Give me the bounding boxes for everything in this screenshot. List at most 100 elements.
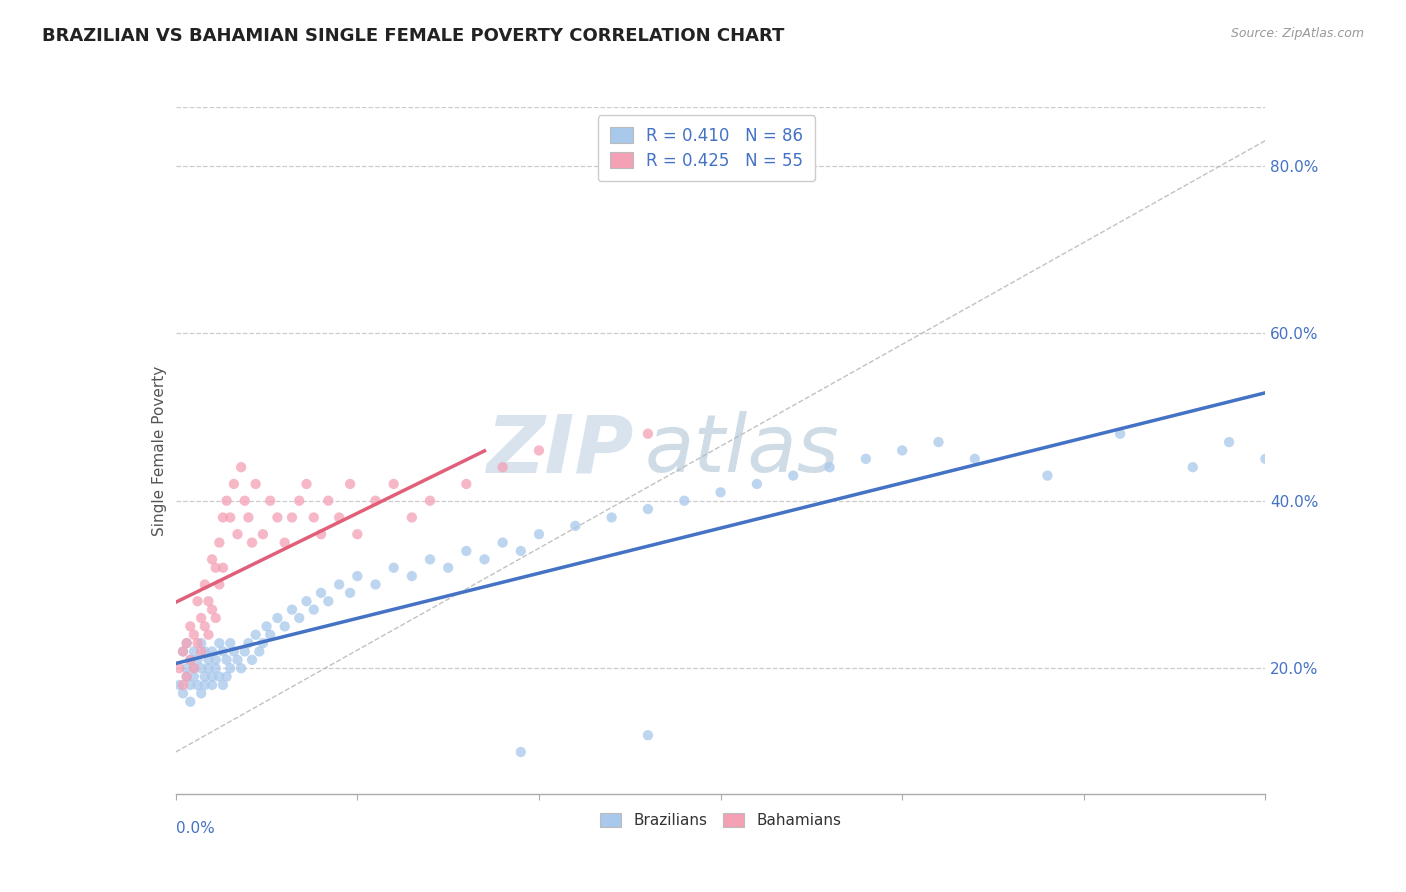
Point <box>527 443 550 458</box>
Point <box>1036 468 1059 483</box>
Point <box>194 619 217 633</box>
Point <box>233 644 256 658</box>
Point <box>637 502 659 516</box>
Point <box>176 636 198 650</box>
Point <box>745 477 768 491</box>
Point <box>302 510 325 524</box>
Point <box>215 653 238 667</box>
Point <box>190 686 212 700</box>
Point <box>328 510 350 524</box>
Text: BRAZILIAN VS BAHAMIAN SINGLE FEMALE POVERTY CORRELATION CHART: BRAZILIAN VS BAHAMIAN SINGLE FEMALE POVE… <box>42 27 785 45</box>
Point <box>176 670 198 684</box>
Point <box>212 644 235 658</box>
Point <box>186 653 209 667</box>
Point <box>855 451 877 466</box>
Point <box>240 653 263 667</box>
Point <box>637 426 659 441</box>
Text: ZIP: ZIP <box>486 411 633 490</box>
Point <box>204 611 226 625</box>
Point <box>256 619 278 633</box>
Point <box>183 661 205 675</box>
Point <box>179 619 201 633</box>
Point <box>183 644 205 658</box>
Point <box>281 602 304 616</box>
Point <box>226 527 249 541</box>
Point <box>219 636 242 650</box>
Point <box>1254 451 1277 466</box>
Point <box>259 628 281 642</box>
Point <box>226 653 249 667</box>
Point <box>382 560 405 574</box>
Point <box>274 535 297 549</box>
Point <box>782 468 804 483</box>
Point <box>281 510 304 524</box>
Point <box>208 577 231 591</box>
Point <box>437 560 460 574</box>
Point <box>208 535 231 549</box>
Point <box>456 544 478 558</box>
Point <box>474 552 496 566</box>
Point <box>186 636 209 650</box>
Point <box>201 602 224 616</box>
Point <box>219 510 242 524</box>
Point <box>637 728 659 742</box>
Point <box>194 644 217 658</box>
Point <box>252 636 274 650</box>
Point <box>197 594 219 608</box>
Point <box>564 519 586 533</box>
Point <box>295 477 318 491</box>
Point <box>208 636 231 650</box>
Point <box>419 493 441 508</box>
Point <box>194 670 217 684</box>
Point <box>231 661 253 675</box>
Point <box>231 460 253 475</box>
Point <box>346 569 368 583</box>
Point <box>172 686 194 700</box>
Point <box>194 577 217 591</box>
Point <box>247 644 270 658</box>
Point <box>928 435 950 450</box>
Point <box>245 477 267 491</box>
Point <box>364 493 387 508</box>
Point <box>456 477 478 491</box>
Point <box>176 636 198 650</box>
Point <box>1218 435 1240 450</box>
Point <box>215 493 238 508</box>
Point <box>186 594 209 608</box>
Point <box>204 661 226 675</box>
Point <box>233 493 256 508</box>
Point <box>179 695 201 709</box>
Point <box>259 493 281 508</box>
Point <box>509 745 531 759</box>
Point <box>288 611 311 625</box>
Point <box>215 670 238 684</box>
Point <box>245 628 267 642</box>
Point <box>238 510 260 524</box>
Point <box>891 443 914 458</box>
Point <box>600 510 623 524</box>
Point <box>179 653 201 667</box>
Point <box>527 527 550 541</box>
Point <box>169 661 191 675</box>
Point <box>179 653 201 667</box>
Point <box>190 611 212 625</box>
Point <box>963 451 986 466</box>
Point <box>818 460 841 475</box>
Point <box>339 477 361 491</box>
Point <box>673 493 696 508</box>
Point <box>318 594 340 608</box>
Point <box>190 636 212 650</box>
Point <box>212 560 235 574</box>
Point <box>176 661 198 675</box>
Point <box>204 560 226 574</box>
Point <box>266 611 288 625</box>
Point <box>172 644 194 658</box>
Point <box>346 527 368 541</box>
Point <box>172 678 194 692</box>
Point <box>401 569 423 583</box>
Point <box>197 628 219 642</box>
Point <box>183 628 205 642</box>
Point <box>169 678 191 692</box>
Point <box>318 493 340 508</box>
Y-axis label: Single Female Poverty: Single Female Poverty <box>152 366 167 535</box>
